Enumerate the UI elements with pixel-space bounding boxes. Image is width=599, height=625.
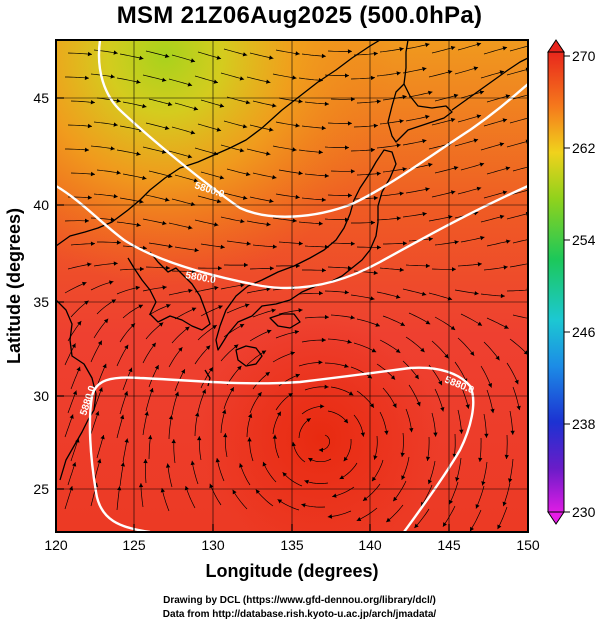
streamline-arrowheads [68, 42, 528, 532]
x-tick-label: 120 [44, 537, 68, 553]
colorbar-min-arrow [547, 511, 565, 525]
colorbar-tick-label: 254 [572, 232, 596, 248]
lat-lon-grid [56, 40, 528, 532]
colorbar: 270 262 254 246 238 230 [547, 39, 596, 525]
x-tick-label: 140 [358, 537, 382, 553]
x-tick-label: 135 [280, 537, 304, 553]
colorbar-tick-label: 246 [572, 324, 596, 340]
axis-ticks [55, 97, 529, 532]
coastlines [56, 40, 528, 481]
colorbar-tick-label: 238 [572, 416, 596, 432]
x-tick-labels: 120 125 130 135 140 145 150 [44, 537, 540, 553]
colorbar-tick-label: 230 [572, 504, 596, 520]
colorbar-tick-label: 270 [572, 48, 596, 64]
x-axis-label: Longitude (degrees) [205, 561, 378, 581]
plot-area: 5800.0 5800.0 5880.0 5880.0 [56, 40, 528, 532]
x-tick-label: 130 [201, 537, 225, 553]
streamline [64, 43, 528, 532]
x-tick-label: 150 [516, 537, 540, 553]
y-tick-labels: 25 30 35 40 45 [33, 90, 49, 497]
colorbar-max-arrow [547, 39, 565, 53]
height-contours [56, 40, 528, 532]
streamlines [64, 42, 528, 532]
x-tick-label: 145 [437, 537, 461, 553]
y-tick-label: 35 [33, 294, 49, 310]
colorbar-scale [547, 51, 565, 513]
colorbar-tick-label: 262 [572, 140, 596, 156]
map-title: MSM 21Z06Aug2025 (500.0hPa) [116, 2, 483, 29]
y-tick-label: 45 [33, 90, 49, 106]
y-tick-label: 30 [33, 388, 49, 404]
x-tick-label: 125 [122, 537, 146, 553]
y-tick-label: 40 [33, 197, 49, 213]
contour-label: 5800.0 [184, 270, 216, 286]
credit-data: Data from http://database.rish.kyoto-u.a… [162, 609, 437, 620]
y-tick-label: 25 [33, 481, 49, 497]
credit-drawing: Drawing by DCL (https://www.gfd-dennou.o… [163, 595, 436, 606]
y-axis-label: Latitude (degrees) [4, 208, 24, 364]
